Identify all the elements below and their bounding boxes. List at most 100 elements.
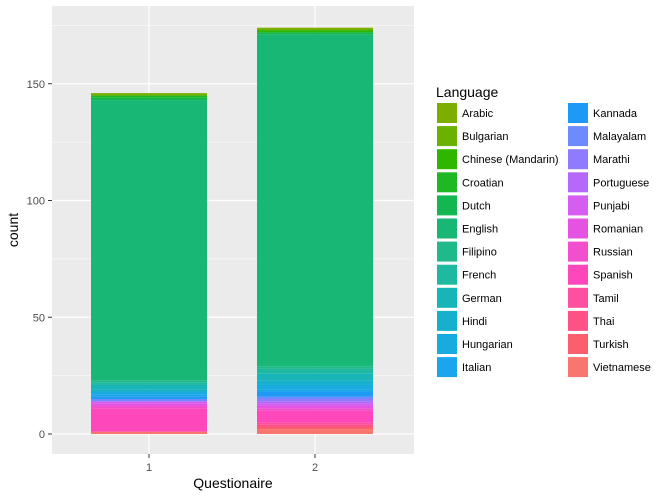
legend-swatch [568, 126, 588, 147]
bar-segment [257, 405, 373, 409]
x-axis-title: Questionaire [193, 475, 273, 491]
legend-label: Portuguese [593, 177, 649, 189]
bar-segment [257, 30, 373, 33]
legend-label: Hungarian [462, 339, 513, 351]
legend-label: Italian [462, 362, 491, 374]
bar-segment [257, 401, 373, 404]
bar-segment [91, 382, 207, 385]
bar-segment [91, 95, 207, 98]
bar-segment [257, 398, 373, 402]
bar-segment [257, 34, 373, 367]
legend-label: Filipino [462, 247, 497, 259]
bar-segment [91, 394, 207, 397]
bar-segment [91, 431, 207, 434]
y-axis: 0 50 100 150 [27, 79, 52, 441]
legend-swatch [437, 357, 457, 378]
x-tick-label: 1 [146, 462, 152, 474]
legend-label: English [462, 224, 498, 236]
bar-segment [91, 97, 207, 101]
bar-segment [91, 401, 207, 404]
legend-label: German [462, 293, 502, 305]
bar-segment [91, 380, 207, 383]
bar-segment [91, 100, 207, 381]
bar-segment [257, 32, 373, 35]
legend-swatch [437, 149, 457, 170]
legend-label: Dutch [462, 200, 491, 212]
legend-swatch [437, 334, 457, 354]
legend-label: Croatian [462, 177, 504, 189]
bar-segment [257, 366, 373, 369]
legend-label: French [462, 270, 496, 282]
bar-segment [257, 403, 373, 406]
legend-label: Thai [593, 316, 614, 328]
legend-label: Bulgarian [462, 131, 508, 143]
legend-label: Turkish [593, 339, 629, 351]
y-tick-label: 100 [27, 196, 45, 208]
legend-swatch [568, 103, 588, 123]
bar-segment [91, 408, 207, 432]
bar-segment [257, 422, 373, 425]
legend-swatch [568, 264, 588, 285]
legend-swatch [568, 357, 588, 378]
bar-segment [257, 424, 373, 427]
bar-segment [257, 426, 373, 430]
bar-segment [257, 368, 373, 374]
y-tick-label: 50 [33, 312, 45, 324]
legend-swatch [568, 334, 588, 354]
legend-swatch [437, 172, 457, 193]
bar-segment [91, 389, 207, 392]
legend-swatch [568, 195, 588, 216]
legend-label: Vietnamese [593, 362, 651, 374]
legend-swatch [568, 218, 588, 239]
bar-segment [257, 384, 373, 390]
legend-swatch [437, 241, 457, 262]
legend-swatch [437, 218, 457, 239]
legend-label: Tamil [593, 293, 619, 305]
bar-segment [257, 391, 373, 397]
legend-swatch [568, 310, 588, 331]
legend-swatch [437, 264, 457, 285]
x-tick-label: 2 [312, 462, 318, 474]
bars-layer [91, 27, 373, 434]
bar-segment [257, 410, 373, 423]
bar-segment [91, 391, 207, 395]
bar-segment [257, 408, 373, 411]
legend-label: Kannada [593, 108, 638, 120]
legend-swatch [568, 149, 588, 170]
bar-segment [91, 93, 207, 96]
legend-label: Hindi [462, 316, 487, 328]
bar-segment [91, 384, 207, 390]
legend-label: Russian [593, 247, 633, 259]
bar-segment [257, 373, 373, 381]
bar-segment [257, 396, 373, 399]
bar-segment [257, 27, 373, 31]
legend: Language Arabic Bulgarian Chinese (Mandari… [436, 84, 651, 378]
legend-swatch [568, 287, 588, 308]
legend-label: Spanish [593, 270, 633, 282]
legend-swatch [568, 241, 588, 262]
legend-swatch [568, 172, 588, 193]
y-tick-label: 0 [39, 429, 45, 441]
bar-segment [257, 380, 373, 385]
legend-swatch [437, 126, 457, 147]
bar-segment [91, 403, 207, 406]
y-tick-label: 150 [27, 79, 45, 91]
bar-segment [257, 389, 373, 392]
legend-label: Chinese (Mandarin) [462, 154, 559, 166]
legend-label: Marathi [593, 154, 630, 166]
legend-swatch [437, 287, 457, 308]
bar-segment [91, 405, 207, 409]
legend-title: Language [436, 84, 499, 100]
legend-label: Arabic [462, 108, 494, 120]
y-axis-title: count [5, 213, 21, 247]
bar-segment [91, 398, 207, 402]
legend-label: Romanian [593, 224, 643, 236]
legend-label: Punjabi [593, 200, 630, 212]
bar-segment [91, 396, 207, 399]
legend-swatch [437, 103, 457, 123]
bar-segment [257, 429, 373, 434]
legend-swatch [437, 195, 457, 216]
